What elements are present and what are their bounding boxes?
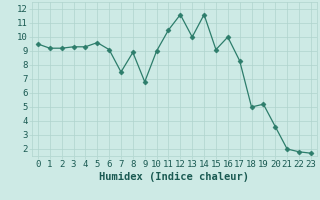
X-axis label: Humidex (Indice chaleur): Humidex (Indice chaleur) — [100, 172, 249, 182]
